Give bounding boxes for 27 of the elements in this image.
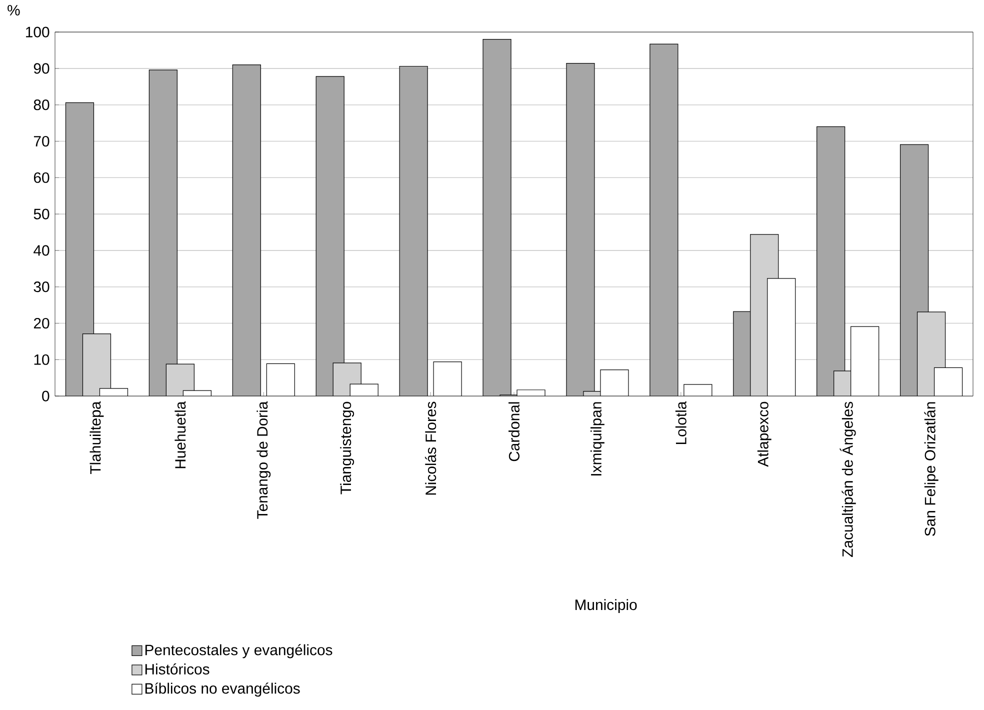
x-tick-label: Atlapexco bbox=[757, 402, 772, 467]
x-tick-label: Cardonal bbox=[508, 402, 520, 462]
x-tick-label: Lolotla bbox=[675, 401, 686, 444]
x-tick-label: Tlahuiltepa bbox=[90, 401, 104, 474]
y-tick-label: 10 bbox=[34, 354, 50, 365]
y-tick-label: 60 bbox=[34, 172, 50, 183]
x-tick-label: Tianguistengo bbox=[340, 402, 354, 494]
x-tick-label: Huehuetla bbox=[174, 401, 186, 468]
y-tick-label: 80 bbox=[34, 100, 50, 110]
y-axis-title: % bbox=[8, 4, 20, 16]
x-tick-label: San Felipe Orizatlán bbox=[924, 402, 938, 536]
x-tick-label: Nicolás Flores bbox=[424, 402, 436, 495]
y-tick-label: 50 bbox=[34, 208, 50, 220]
y-tick-label: 20 bbox=[34, 318, 50, 329]
x-tick-label: Tenango de Doria bbox=[256, 401, 271, 519]
y-tick-label: 30 bbox=[34, 282, 50, 292]
legend-label: Pentecostales y evangélicos bbox=[145, 644, 332, 658]
legend-label: Históricos bbox=[145, 663, 210, 674]
x-tick-label: Ixmiquilpan bbox=[590, 402, 604, 476]
y-tick-label: 0 bbox=[42, 390, 50, 402]
x-axis-title: Municipio bbox=[575, 599, 637, 614]
y-tick-label: 100 bbox=[26, 26, 50, 38]
x-tick-label: Zacualtipán de Ángeles bbox=[840, 402, 856, 557]
y-tick-label: 40 bbox=[34, 245, 50, 256]
legend-label: Bíblicos no evangélicos bbox=[145, 682, 300, 697]
y-tick-label: 90 bbox=[34, 63, 50, 74]
y-tick-label: 70 bbox=[34, 136, 50, 147]
